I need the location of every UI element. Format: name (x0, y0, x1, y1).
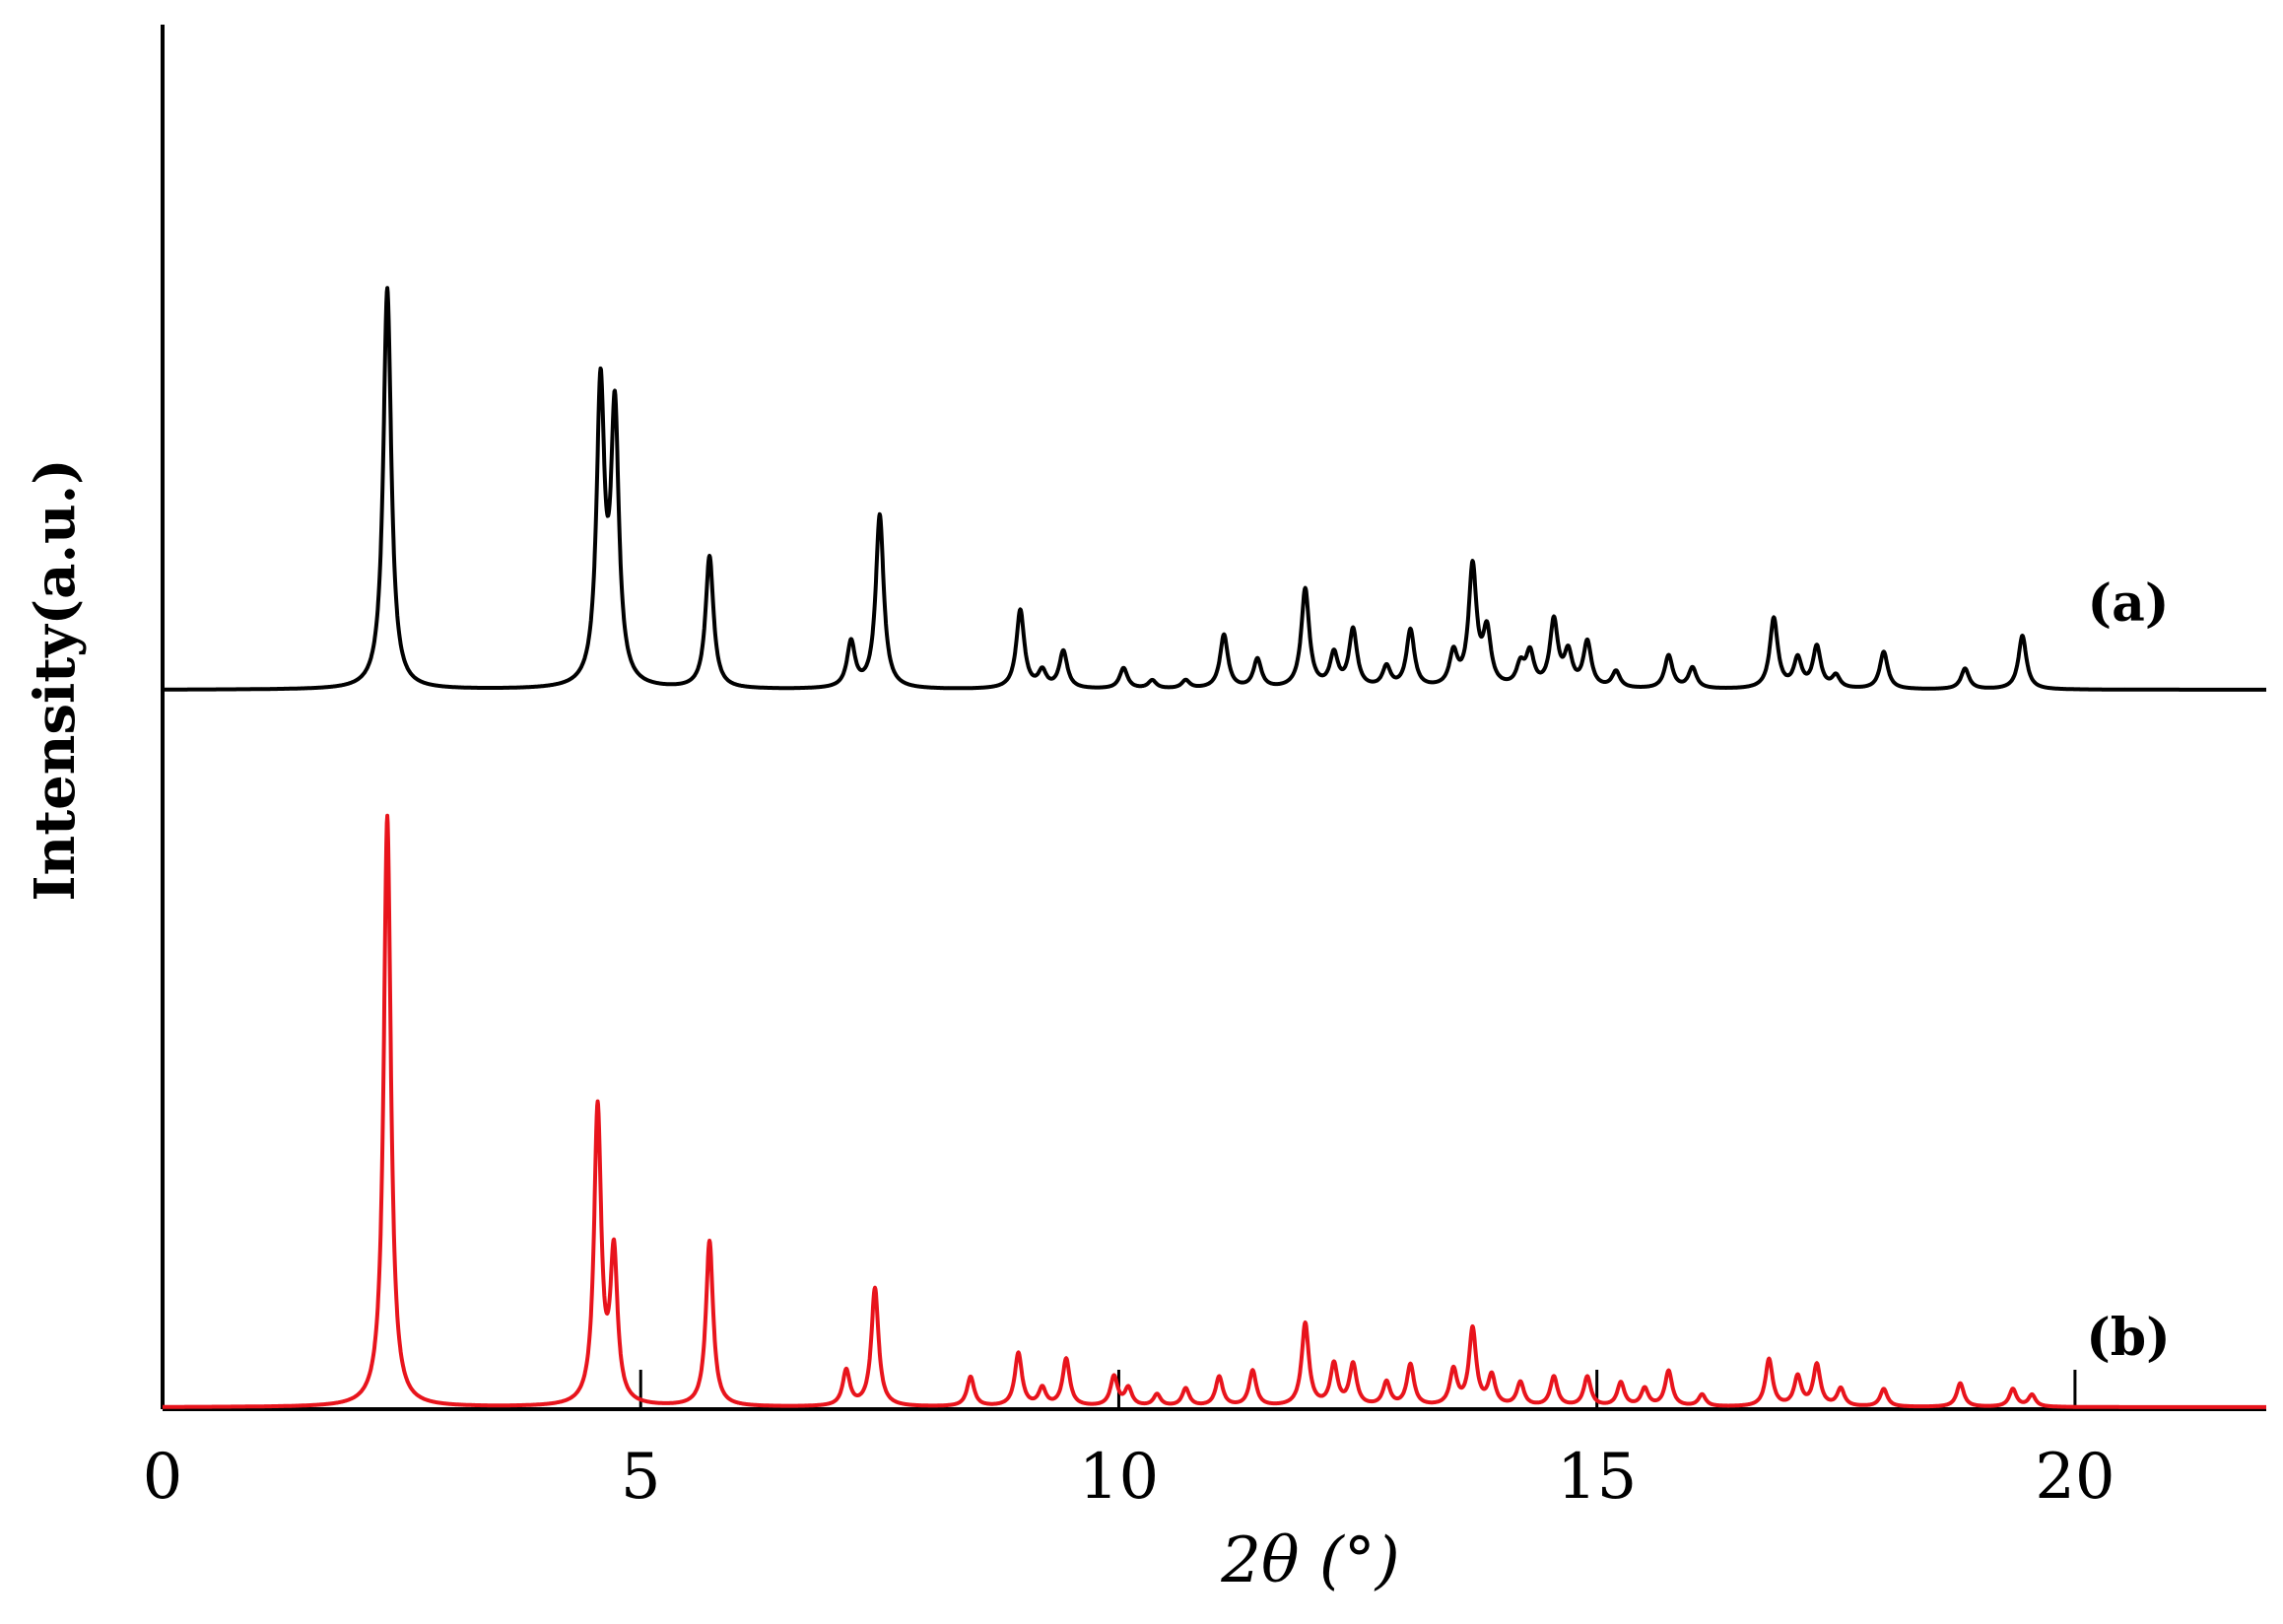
series-label-a: (a) (2088, 574, 2170, 634)
series-label-b: (b) (2086, 1308, 2171, 1368)
x-tick-layer: 0 5 10 15 20 (143, 1441, 2115, 1514)
y-axis-label: Intensity(a.u.) (23, 458, 88, 901)
series-line-b (161, 813, 2268, 1409)
x-tick-label: 10 (1079, 1441, 1159, 1514)
labels-layer: Intensity(a.u.) 2θ (°) (23, 458, 1400, 1597)
x-tick-label: 20 (2035, 1441, 2115, 1514)
x-tick-label: 0 (143, 1441, 183, 1514)
x-axis-label: 2θ (°) (1220, 1524, 1400, 1597)
series-layer: (a) (b) (161, 286, 2268, 1409)
series-line-a (161, 286, 2268, 692)
x-tick-label: 15 (1557, 1441, 1637, 1514)
chart-axes (161, 25, 2266, 1411)
x-tick-label: 5 (621, 1441, 661, 1514)
